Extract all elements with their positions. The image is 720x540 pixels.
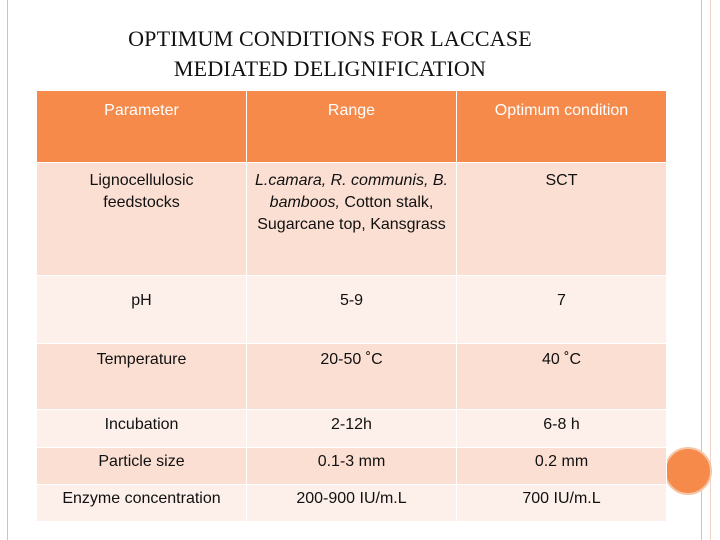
cell-optimum: 7 (456, 275, 667, 344)
range-species: L.camara, R. communis, B. bamboos, (255, 172, 448, 211)
slide-frame-right-outer (710, 0, 711, 540)
cell-range: 0.1-3 mm (246, 447, 457, 485)
range-other: Cotton stalk, Sugarcane top, Kansgrass (257, 194, 446, 233)
slide-title: OPTIMUM CONDITIONS FOR LACCASE MEDIATED … (60, 24, 600, 84)
table-row: Particle size 0.1-3 mm 0.2 mm (36, 447, 667, 485)
parameter-line: feedstocks (103, 194, 180, 211)
cell-parameter: pH (36, 275, 247, 344)
cell-range: 5-9 (246, 275, 457, 344)
cell-parameter: Enzyme concentration (36, 484, 247, 522)
table-row: Incubation 2-12h 6-8 h (36, 409, 667, 448)
cell-range: 200-900 IU/m.L (246, 484, 457, 522)
cell-parameter: Particle size (36, 447, 247, 485)
cell-range: 2-12h (246, 409, 457, 448)
table-row: Lignocellulosic feedstocks L.camara, R. … (36, 162, 667, 276)
parameter-line: Lignocellulosic (89, 172, 194, 189)
table-row: Enzyme concentration 200-900 IU/m.L 700 … (36, 484, 667, 522)
cell-parameter: Temperature (36, 343, 247, 410)
header-parameter: Parameter (36, 90, 247, 163)
header-range: Range (246, 90, 457, 163)
cell-parameter: Lignocellulosic feedstocks (36, 162, 247, 276)
conditions-table: Parameter Range Optimum condition Lignoc… (36, 90, 667, 522)
cell-optimum: 0.2 mm (456, 447, 667, 485)
cell-optimum: 6-8 h (456, 409, 667, 448)
title-line-1: OPTIMUM CONDITIONS FOR LACCASE (128, 26, 532, 51)
cell-optimum: SCT (456, 162, 667, 276)
decorative-circle (664, 447, 712, 495)
cell-parameter: Incubation (36, 409, 247, 448)
table-row: Temperature 20-50 ˚C 40 ˚C (36, 343, 667, 410)
slide-frame-right (701, 0, 702, 540)
cell-range: 20-50 ˚C (246, 343, 457, 410)
cell-optimum: 700 IU/m.L (456, 484, 667, 522)
cell-optimum: 40 ˚C (456, 343, 667, 410)
header-optimum: Optimum condition (456, 90, 667, 163)
table-row: pH 5-9 7 (36, 275, 667, 344)
cell-range: L.camara, R. communis, B. bamboos, Cotto… (246, 162, 457, 276)
slide-frame-left (7, 0, 8, 540)
title-line-2: MEDIATED DELIGNIFICATION (173, 56, 487, 81)
table-header-row: Parameter Range Optimum condition (36, 90, 667, 163)
